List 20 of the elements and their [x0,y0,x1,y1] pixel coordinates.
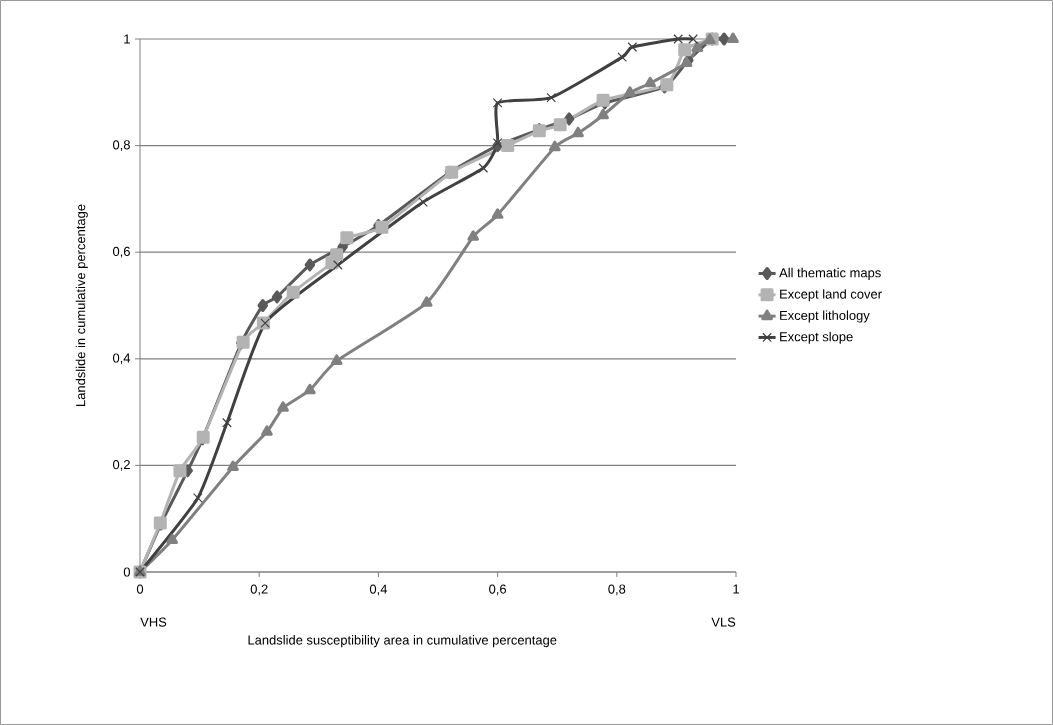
y-tick-label: 0,6 [112,246,130,258]
y-tick-label: 0,2 [112,460,130,471]
x-tick-label: 0,6 [489,584,507,596]
x-tick-label: 0 [136,584,144,594]
legend-label: Except slope [780,331,853,344]
x-tick-label: 1 [733,584,739,594]
y-axis-title: Landslide in cumulative percentage [75,204,88,406]
y-tick-label: 0,8 [112,140,130,151]
text: VLS [711,617,736,627]
x-tick-label: 0,2 [250,584,268,596]
legend-label: All thematic maps [779,267,881,280]
text: VHS [140,617,167,627]
x-tick-label: 0,8 [608,584,626,596]
y-tick-label: 0,4 [112,353,131,365]
legend-label: Except land cover [780,289,882,302]
y-tick-label: 0 [123,567,130,577]
x-tick-label: 0,4 [369,584,388,596]
x-axis-title: Landslide susceptibility area in cumulative percentage [248,635,557,648]
y-tick-label: 1 [124,34,130,44]
legend-label: Except lithology [780,310,870,323]
